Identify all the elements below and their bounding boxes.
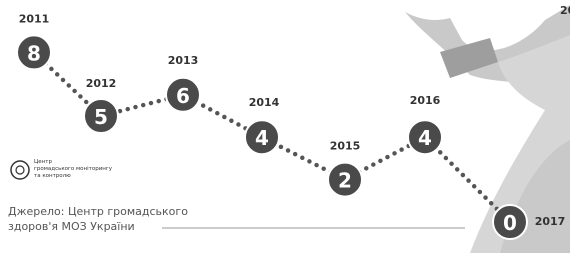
year-label: 2014 [249, 96, 280, 109]
value-label: 4 [255, 126, 269, 150]
year-label: 2016 [410, 94, 441, 107]
value-label: 4 [418, 126, 432, 150]
value-label: 8 [27, 41, 41, 65]
year-label: 2013 [168, 54, 199, 67]
logo: Центр громадського моніторингу та контро… [11, 159, 113, 179]
value-label: 2 [338, 169, 352, 193]
year-label: 2012 [86, 77, 117, 90]
year-label: 2011 [19, 12, 50, 25]
year-label: 2017 [535, 215, 566, 228]
chart: Центр громадського моніторингу та контро… [0, 0, 570, 253]
logo-text: та контролю [34, 173, 71, 179]
value-label: 0 [503, 211, 517, 235]
year-label: 2015 [330, 140, 361, 153]
logo-text: Центр [34, 159, 52, 165]
value-label: 5 [94, 105, 108, 129]
logo-text: громадського моніторингу [34, 166, 113, 172]
value-label: 6 [176, 84, 190, 108]
source-text: Джерело: Центр громадського [8, 205, 188, 218]
year-label: 2018 [560, 4, 570, 17]
source-text: здоров'я МОЗ України [8, 220, 135, 233]
